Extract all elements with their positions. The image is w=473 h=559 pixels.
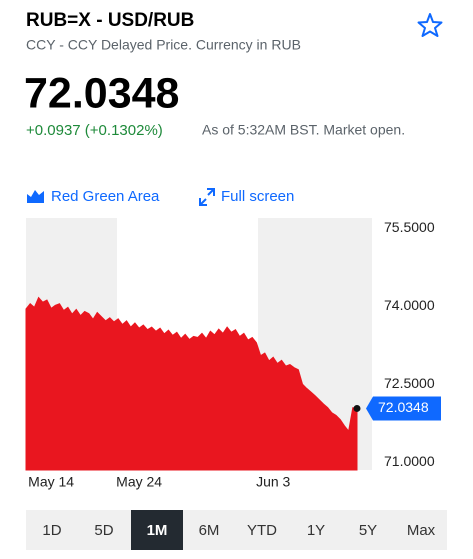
quote-title: RUB=X - USD/RUB (26, 10, 194, 31)
chart-style-button[interactable]: Red Green Area (27, 188, 160, 205)
range-tab[interactable]: 1Y (307, 522, 325, 539)
area-icon (27, 190, 44, 203)
range-tab[interactable]: 5Y (359, 522, 377, 539)
fullscreen-label: Full screen (221, 188, 294, 205)
market-time: As of 5:32AM BST. Market open. (202, 122, 405, 138)
fullscreen-button[interactable]: Full screen (199, 188, 294, 206)
watchlist-star[interactable] (417, 13, 443, 37)
range-tab[interactable]: 1D (42, 522, 61, 539)
last-price-dot (353, 404, 361, 412)
last-price-label: 72.0348 (378, 399, 429, 415)
chart-style-label: Red Green Area (51, 188, 160, 205)
quote-change: +0.0937 (+0.1302%) (26, 122, 163, 139)
range-tabs: 1D 5D 1M 6M YTD 1Y 5Y Max (42, 510, 436, 550)
x-tick-label: May 14 (28, 474, 74, 490)
x-tick-label: Jun 3 (256, 474, 290, 490)
price-area (25, 296, 358, 471)
chart: 75.5000 74.0000 72.5000 71.0000 May 14 May 24… (25, 219, 441, 490)
range-tab[interactable]: 6M (199, 522, 220, 539)
y-tick-label: 72.5000 (384, 375, 435, 391)
range-tab-selected[interactable] (131, 510, 183, 550)
y-tick-label: 75.5000 (384, 219, 435, 235)
y-tick-label: 71.0000 (384, 453, 435, 469)
range-tab[interactable]: 1M (147, 522, 168, 539)
fullscreen-icon (199, 188, 215, 206)
quote-subtitle: CCY - CCY Delayed Price. Currency in RUB (26, 37, 301, 53)
range-bar (26, 510, 447, 550)
last-price-tag (366, 396, 441, 421)
range-tab[interactable]: Max (407, 522, 436, 539)
quote-price: 72.0348 (24, 69, 179, 117)
x-tick-label: May 24 (116, 474, 162, 490)
range-tab[interactable]: YTD (247, 522, 277, 539)
range-tab[interactable]: 5D (94, 522, 113, 539)
y-tick-label: 74.0000 (384, 297, 435, 313)
